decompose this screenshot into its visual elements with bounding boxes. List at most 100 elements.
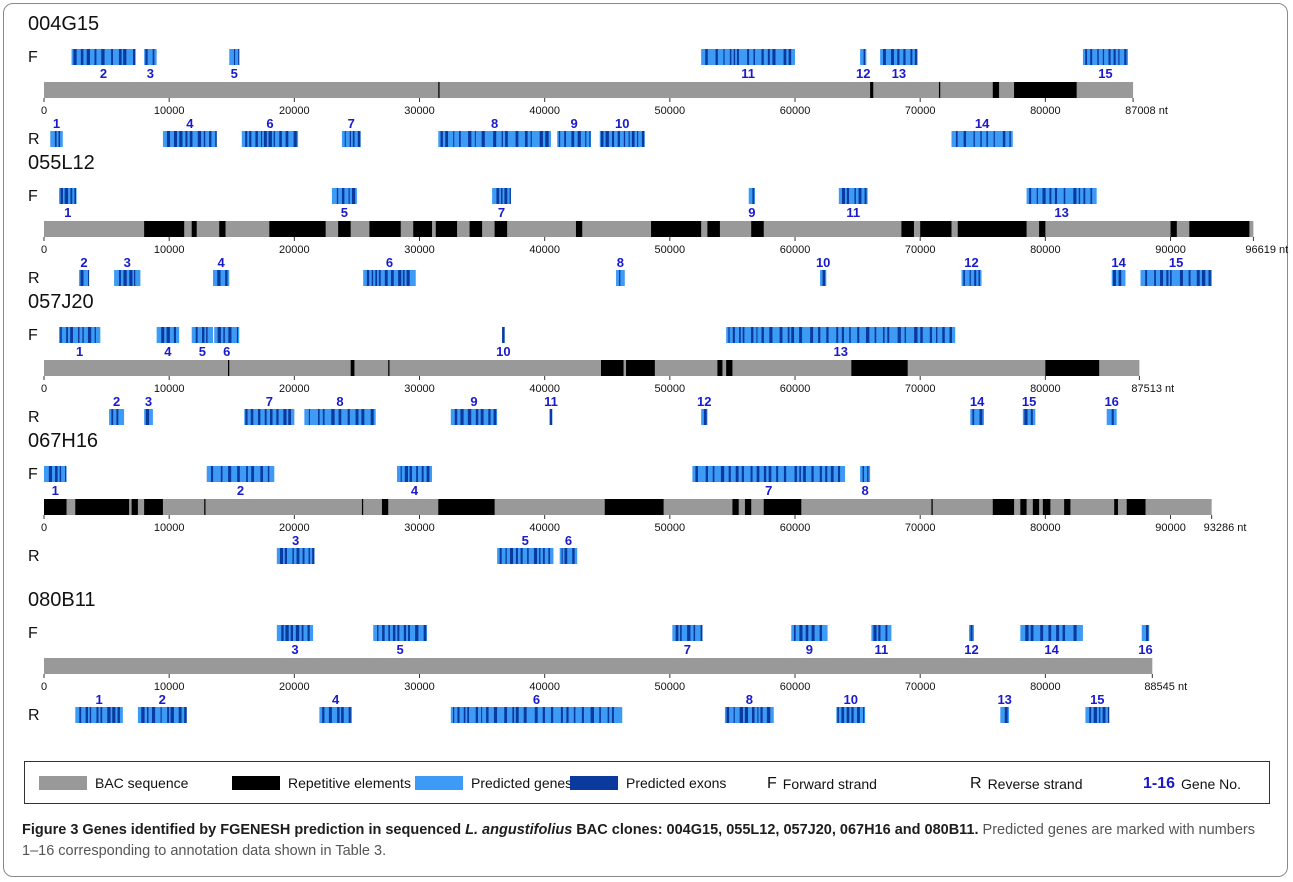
repetitive-element — [361, 499, 364, 515]
exon-mark — [406, 270, 410, 286]
legend-label-genes: Predicted genes — [471, 775, 573, 791]
repetitive-element — [604, 499, 664, 515]
gene-number-label: 15 — [1022, 394, 1036, 409]
gene-number-label: 3 — [145, 394, 152, 409]
exon-mark — [524, 131, 528, 147]
exon-mark — [841, 707, 845, 723]
exon-mark — [293, 131, 297, 147]
exon-mark — [123, 270, 127, 286]
exon-mark — [577, 131, 581, 147]
repetitive-element — [763, 499, 802, 515]
exon-mark — [512, 707, 515, 723]
exon-mark — [1118, 270, 1122, 286]
gene-box — [137, 707, 187, 723]
legend-item-bac: BAC sequence — [39, 775, 188, 791]
gene-number-label: 4 — [411, 483, 419, 498]
axis-tick-label: 30000 — [404, 244, 435, 256]
exon-mark — [249, 131, 252, 147]
exon-mark — [972, 409, 975, 425]
reverse-gene-9: 9 — [450, 394, 498, 425]
exon-mark — [761, 327, 764, 343]
gene-number-label: 14 — [970, 394, 985, 409]
legend-item-genes: Predicted genes — [415, 775, 572, 791]
exon-mark — [468, 131, 472, 147]
exon-mark — [348, 707, 351, 723]
axis-tick-label: 10000 — [154, 244, 185, 256]
exon-mark — [882, 327, 885, 343]
exon-mark — [292, 548, 294, 564]
exon-mark — [290, 625, 294, 641]
exon-mark — [929, 327, 932, 343]
exon-mark — [1063, 188, 1066, 204]
exon-mark — [776, 466, 779, 482]
exon-mark — [936, 327, 938, 343]
sequence-length-label: 88545 nt — [1144, 681, 1187, 693]
gene-box — [1140, 270, 1212, 286]
forward-gene-10: 10 — [496, 327, 511, 359]
exon-mark — [408, 625, 410, 641]
legend-label-gene-no: Gene No. — [1181, 776, 1241, 792]
reverse-gene-10: 10 — [816, 255, 830, 286]
forward-strand-label: F — [28, 188, 38, 205]
exon-mark — [863, 49, 866, 65]
reverse-gene-10: 10 — [599, 116, 645, 147]
reverse-gene-3: 3 — [276, 533, 315, 564]
exon-mark — [564, 131, 567, 147]
forward-strand-label: F — [28, 327, 38, 344]
axis-tick-label: 50000 — [655, 105, 686, 117]
exon-mark — [505, 548, 507, 564]
exon-mark — [963, 131, 967, 147]
exon-mark — [986, 131, 988, 147]
forward-gene-11: 11 — [701, 49, 796, 81]
exon-mark — [732, 327, 735, 343]
axis-tick-label: 80000 — [1030, 383, 1061, 395]
axis-tick-label: 20000 — [279, 244, 310, 256]
forward-gene-5: 5 — [229, 49, 240, 81]
reverse-strand-label: R — [28, 409, 40, 426]
legend-item-forward: F Forward strand — [767, 775, 877, 793]
exon-mark — [203, 131, 206, 147]
forward-gene-11: 11 — [871, 625, 892, 657]
exon-mark — [993, 131, 995, 147]
exon-mark — [245, 131, 248, 147]
exon-mark — [549, 409, 553, 425]
exon-mark — [307, 625, 310, 641]
legend-item-gene-no: 1-16 Gene No. — [1143, 775, 1241, 793]
axis-tick-label: 30000 — [404, 383, 435, 395]
exon-mark — [1049, 188, 1052, 204]
exon-mark — [980, 131, 982, 147]
repetitive-element — [938, 82, 941, 98]
exon-mark — [390, 270, 394, 286]
exon-mark — [1099, 707, 1101, 723]
reverse-gene-15: 15 — [1085, 692, 1110, 723]
gene-number-label: 1 — [52, 483, 59, 498]
exon-mark — [112, 707, 116, 723]
reverse-gene-8: 8 — [304, 394, 376, 425]
gene-number-label: 12 — [856, 66, 870, 81]
exon-mark — [510, 548, 514, 564]
legend-label-repeats: Repetitive elements — [288, 775, 411, 791]
exon-mark — [285, 625, 289, 641]
exon-mark — [757, 707, 759, 723]
gene-number-label: 6 — [565, 533, 572, 548]
gene-number-label: 5 — [199, 344, 206, 359]
exon-mark — [116, 409, 119, 425]
repetitive-element — [992, 82, 1000, 98]
exon-mark — [791, 327, 795, 343]
caption-title-post: BAC clones: 004G15, 055L12, 057J20, 067H… — [572, 822, 979, 838]
exon-mark — [763, 466, 767, 482]
exon-mark — [761, 49, 764, 65]
exon-mark — [539, 131, 543, 147]
exon-mark — [145, 409, 150, 425]
exon-mark — [308, 409, 310, 425]
repetitive-element — [1032, 499, 1040, 515]
exon-mark — [220, 466, 223, 482]
exon-mark — [60, 327, 62, 343]
exon-mark — [728, 327, 730, 343]
gene-number-label: 1 — [53, 116, 60, 131]
reverse-gene-8: 8 — [616, 255, 625, 286]
exon-mark — [805, 625, 809, 641]
forward-gene-5: 5 — [331, 188, 357, 220]
exon-mark — [1188, 270, 1191, 286]
exon-mark — [384, 270, 388, 286]
